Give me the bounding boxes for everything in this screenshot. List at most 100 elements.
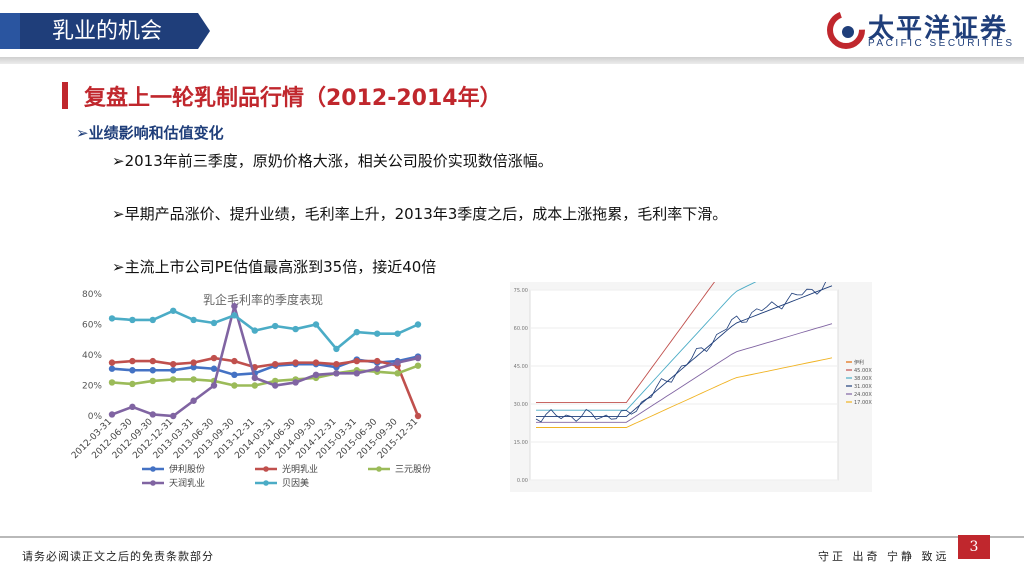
data-point [149, 377, 156, 385]
gross-margin-chart: 80%60%40%20%0%乳企毛利率的季度表现2012-03-312012-0… [70, 290, 431, 489]
legend-label: 17.00X [854, 400, 872, 406]
data-point [394, 359, 401, 366]
bullet-text: 早期产品涨价、提升业绩，毛利率上升，2013年3季度之后，成本上涨拖累，毛利率下… [124, 205, 728, 223]
data-point [108, 379, 116, 386]
subtitle: ➢业绩影响和估值变化 [76, 122, 224, 143]
data-point [170, 376, 177, 383]
data-point [394, 330, 401, 337]
data-point [292, 325, 299, 333]
legend-label: 伊利股份 [169, 463, 205, 475]
subtitle-text: 业绩影响和估值变化 [88, 124, 224, 142]
bullet-text: 主流上市公司PE估值最高涨到35倍，接近40倍 [124, 258, 437, 276]
footer-disclaimer: 请务必阅读正文之后的免责条款部分 [22, 550, 214, 563]
data-point [210, 365, 218, 372]
data-point [108, 315, 116, 322]
data-point [210, 382, 218, 389]
bullet-marker: ➢ [112, 258, 125, 276]
data-point [231, 312, 238, 319]
footer-divider [0, 536, 1024, 538]
data-point [231, 303, 238, 310]
data-point [210, 354, 218, 362]
data-point [333, 360, 340, 368]
title-accent-bar [62, 82, 68, 109]
subtitle-marker: ➢ [76, 124, 89, 142]
y-tick-label: 30.00 [514, 402, 528, 408]
legend-marker [150, 466, 156, 472]
data-point [414, 354, 422, 362]
data-point [108, 365, 116, 372]
legend-marker [263, 480, 269, 486]
data-point [272, 382, 279, 389]
data-point [414, 321, 422, 328]
data-point [272, 360, 279, 368]
data-point [312, 359, 320, 366]
data-point [394, 370, 401, 377]
series-line-5 [111, 309, 419, 351]
data-point [414, 362, 422, 369]
data-point [292, 379, 299, 386]
data-point [374, 330, 381, 337]
data-point [170, 367, 177, 374]
data-point [231, 382, 238, 389]
legend-marker [263, 466, 269, 472]
pe-band-line-3 [536, 285, 833, 418]
data-point [251, 382, 258, 389]
data-point [374, 365, 381, 372]
y-tick-label: 45.00 [514, 364, 528, 370]
slide-title: 复盘上一轮乳制品行情（2012-2014年） [84, 86, 502, 111]
section-tag-shape [0, 13, 210, 49]
data-point [149, 411, 156, 418]
data-point [129, 316, 136, 324]
data-point [210, 319, 218, 327]
data-point [231, 357, 238, 365]
series-line-4 [111, 301, 419, 418]
data-point [170, 307, 177, 314]
data-point [312, 321, 320, 328]
data-point [149, 367, 156, 374]
price-line [535, 282, 827, 423]
data-point [129, 403, 136, 411]
legend-label: 31.00X [854, 384, 872, 390]
data-point [190, 364, 197, 371]
y-tick-label: 0% [88, 412, 103, 422]
y-tick-label: 60% [82, 321, 102, 331]
data-point [312, 371, 320, 379]
data-point [129, 380, 136, 388]
data-point [108, 359, 116, 366]
y-tick-label: 15.00 [514, 440, 528, 446]
header-divider [0, 57, 1024, 64]
legend-marker [376, 466, 382, 472]
data-point [170, 412, 177, 420]
page-number: 3 [958, 535, 990, 559]
y-tick-label: 20% [82, 382, 102, 392]
bullet-3: ➢主流上市公司PE估值最高涨到35倍，接近40倍 [112, 256, 436, 277]
bullet-2: ➢早期产品涨价、提升业绩，毛利率上升，2013年3季度之后，成本上涨拖累，毛利率… [112, 203, 727, 224]
data-point [190, 376, 197, 383]
data-point [353, 328, 360, 336]
data-point [190, 397, 197, 404]
data-point [129, 367, 136, 374]
pacific-logo-icon [827, 11, 865, 49]
section-tag: 乳业的机会 [52, 19, 163, 44]
y-tick-label: 60.00 [514, 326, 528, 332]
chart-title: 乳企毛利率的季度表现 [203, 292, 323, 307]
legend-label: 24.00X [854, 392, 872, 398]
data-point [170, 360, 177, 368]
data-point [333, 370, 340, 377]
bullet-text: 2013年前三季度，原奶价格大涨，相关公司股价实现数倍涨幅。 [124, 152, 553, 170]
pe-band-line-5 [536, 357, 833, 428]
data-point [353, 357, 360, 365]
bullet-marker: ➢ [112, 152, 125, 170]
data-point [292, 359, 299, 366]
data-point [272, 377, 279, 385]
y-tick-label: 80% [82, 290, 102, 300]
y-tick-label: 75.00 [514, 288, 528, 294]
bullet-marker: ➢ [112, 205, 125, 223]
data-point [149, 316, 156, 324]
data-point [414, 412, 422, 420]
data-point [149, 357, 156, 365]
logo-text-cn: 太平洋证券 [868, 14, 1009, 44]
legend-label: 45.00X [854, 368, 872, 374]
pe-band-line-1 [536, 282, 715, 404]
data-point [190, 316, 197, 324]
